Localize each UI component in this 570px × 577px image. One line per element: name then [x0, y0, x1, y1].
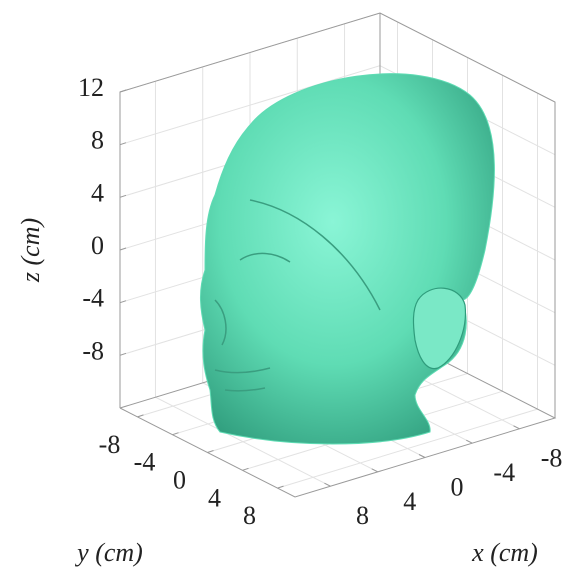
head	[200, 74, 494, 444]
tick-mark	[120, 195, 126, 197]
x-tick-label: 0	[451, 472, 464, 501]
tick-mark	[324, 483, 330, 486]
chart: y (cm) x (cm) z (cm) -8-404812-8-4048-8-…	[0, 0, 570, 577]
z-tick-label: 0	[91, 231, 104, 260]
y-tick-label: -4	[134, 448, 156, 477]
x-tick-label: 8	[356, 501, 369, 530]
tick-mark	[173, 433, 179, 435]
tick-mark	[243, 468, 249, 470]
tick-mark	[372, 469, 378, 472]
z-tick-label: 8	[91, 126, 104, 155]
x-tick-label: -8	[541, 444, 563, 473]
tick-mark	[120, 353, 126, 355]
y-tick-label: -8	[99, 430, 121, 459]
z-tick-label: 12	[78, 73, 104, 102]
y-tick-label: 8	[243, 501, 256, 530]
tick-mark	[120, 301, 126, 303]
z-tick-label: -8	[82, 336, 104, 365]
x-tick-label: 4	[403, 487, 416, 516]
tick-mark	[466, 440, 472, 443]
tick-mark	[120, 143, 126, 145]
tick-mark	[120, 90, 126, 92]
tick-mark	[138, 415, 144, 417]
y-tick-label: 0	[173, 465, 186, 494]
z-axis-label: z (cm)	[16, 218, 45, 283]
ear	[413, 288, 465, 369]
tick-mark	[120, 248, 126, 250]
head-surface	[200, 74, 494, 444]
y-axis-label: y (cm)	[74, 538, 143, 567]
x-tick-label: -4	[493, 458, 515, 487]
tick-mark	[208, 451, 214, 453]
tick-mark	[278, 486, 284, 488]
x-axis-label: x (cm)	[471, 538, 538, 567]
tick-mark	[419, 455, 425, 458]
tick-mark	[514, 426, 520, 429]
y-tick-label: 4	[208, 483, 221, 512]
z-tick-label: -4	[82, 284, 104, 313]
z-tick-label: 4	[91, 178, 104, 207]
